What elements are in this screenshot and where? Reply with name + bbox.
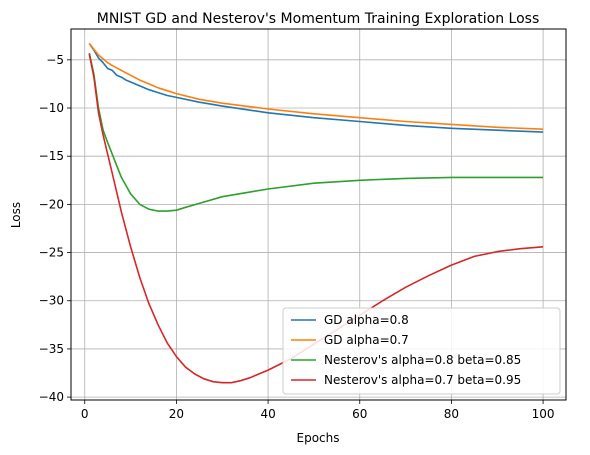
series-line-3: [88, 52, 544, 212]
y-tick-label: −40: [39, 390, 64, 404]
chart-title: MNIST GD and Nesterov's Momentum Trainin…: [97, 11, 540, 27]
y-tick-label: −15: [39, 149, 64, 163]
y-tick-label: −30: [39, 294, 64, 308]
legend-box: [282, 307, 561, 395]
series-group: [88, 42, 544, 384]
series-line-4: [88, 53, 544, 384]
x-axis: 0 20 40 60 80 100: [81, 400, 555, 421]
x-tick-label: 20: [169, 407, 184, 421]
x-tick-label: 80: [444, 407, 459, 421]
x-axis-label: Epochs: [297, 431, 340, 445]
series-line-2: [88, 42, 544, 130]
y-axis: −5 −10 −15 −20 −25 −30 −35 −40: [39, 53, 71, 404]
y-tick-label: −20: [39, 197, 64, 211]
y-tick-label: −25: [39, 246, 64, 260]
legend: GD alpha=0.8 GD alpha=0.7 Nesterov's alpha…: [282, 307, 561, 395]
x-tick-label: 100: [532, 407, 555, 421]
legend-label-4: Nesterov's alpha=0.7 beta=0.95: [324, 373, 521, 387]
legend-label-2: GD alpha=0.7: [324, 333, 409, 347]
grid: [71, 29, 566, 400]
series-line-1: [88, 43, 544, 133]
x-tick-label: 0: [81, 407, 89, 421]
y-tick-label: −10: [39, 101, 64, 115]
y-tick-label: −35: [39, 342, 64, 356]
x-tick-label: 40: [260, 407, 275, 421]
plot-frame: [70, 28, 567, 401]
legend-label-3: Nesterov's alpha=0.8 beta=0.85: [324, 353, 521, 367]
legend-label-1: GD alpha=0.8: [324, 313, 409, 327]
x-tick-label: 60: [352, 407, 367, 421]
y-axis-label: Loss: [9, 202, 23, 228]
y-tick-label: −5: [46, 53, 64, 67]
